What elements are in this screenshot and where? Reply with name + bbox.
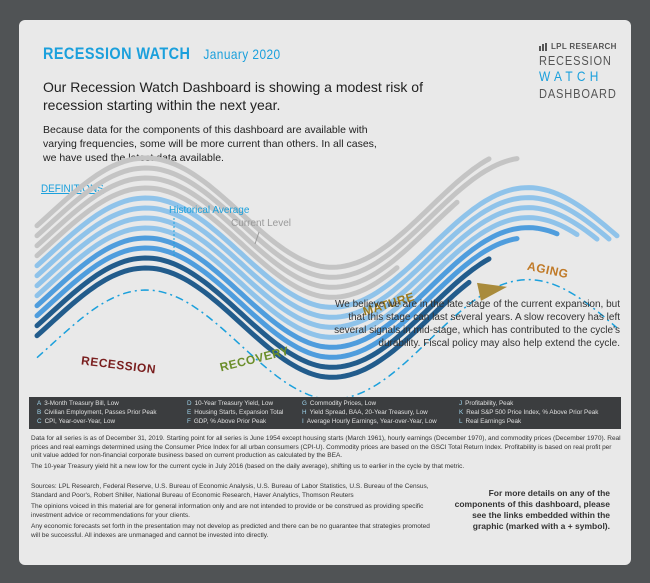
legend-label: Average Hourly Earnings, Year-over-Year,… xyxy=(306,418,437,425)
band-line xyxy=(34,185,400,300)
forecasts-note: Any economic forecasts set forth in the … xyxy=(31,523,430,539)
band-line xyxy=(34,195,612,320)
band-line xyxy=(34,185,620,310)
legend-item-i[interactable]: I Average Hourly Earnings, Year-over-Year… xyxy=(302,418,437,425)
legend-item-d[interactable]: D 10-Year Treasury Yield, Low xyxy=(187,400,273,407)
legend-label: Real S&P 500 Price Index, % Above Prior … xyxy=(466,409,599,416)
legend-key: B xyxy=(37,409,42,416)
legend-item-e[interactable]: E Housing Starts, Expansion Total xyxy=(187,409,283,416)
commentary: We believe we are in the late stage of t… xyxy=(334,299,620,349)
brand-block: LPL RESEARCH RECESSION WATCH DASHBOARD xyxy=(539,42,627,101)
legend-key: A xyxy=(37,400,42,407)
lpl-logo-icon xyxy=(539,42,547,51)
historical-average-label: Historical Average xyxy=(169,205,250,216)
dashboard-card: RECESSION WATCH January 2020 LPL RESEARC… xyxy=(19,20,631,565)
legend-key: H xyxy=(302,409,307,416)
band-line xyxy=(34,175,460,290)
legend-item-k[interactable]: K Real S&P 500 Price Index, % Above Prior… xyxy=(459,409,598,416)
legend-key: J xyxy=(459,400,463,407)
band-line xyxy=(34,225,560,350)
legend-bar: A 3-Month Treasury Bill, Low B Civilian Emp… xyxy=(29,397,621,429)
legend-item-f[interactable]: F GDP, % Above Prior Peak xyxy=(187,418,266,425)
legend-label: 10-Year Treasury Yield, Low xyxy=(194,400,274,407)
legend-key: L xyxy=(459,418,463,425)
band-line xyxy=(34,156,520,280)
brand-line1: RECESSION xyxy=(539,53,612,68)
legend-key: K xyxy=(459,409,464,416)
legend-label: Commodity Prices, Low xyxy=(309,400,377,407)
band-line xyxy=(34,255,492,370)
band-line xyxy=(34,155,492,270)
legend-item-c[interactable]: C CPI, Year-over-Year, Low xyxy=(37,418,115,425)
cycle-arrow-icon xyxy=(477,282,507,301)
legend-key: E xyxy=(187,409,192,416)
band-line xyxy=(34,265,472,380)
brand-company-label: LPL RESEARCH xyxy=(551,42,617,51)
legend-key: F xyxy=(187,418,191,425)
legend-label: Yield Spread, BAA, 20-Year Treasury, Low xyxy=(309,409,428,416)
legend-label: Profitability, Peak xyxy=(465,400,514,407)
title-date: January 2020 xyxy=(203,46,281,62)
current-level-label: Current Level xyxy=(231,218,292,229)
headline: Our Recession Watch Dashboard is showing… xyxy=(43,79,423,113)
band-line xyxy=(34,236,520,360)
legend-label: Housing Starts, Expansion Total xyxy=(194,409,284,416)
band-line xyxy=(34,215,580,340)
legend-item-h[interactable]: H Yield Spread, BAA, 20-Year Treasury, Lo… xyxy=(302,409,428,416)
band-line xyxy=(34,205,600,330)
legend-item-g[interactable]: G Commodity Prices, Low xyxy=(302,400,376,407)
legend-label: CPI, Year-over-Year, Low xyxy=(44,418,116,425)
legend-key: C xyxy=(37,418,42,425)
legend-label: Civilian Employment, Passes Prior Peak xyxy=(44,409,157,416)
legend-key: D xyxy=(187,400,192,407)
page-title: RECESSION WATCH January 2020 xyxy=(43,44,281,64)
data-note: Data for all series is as of December 31… xyxy=(31,435,621,459)
current-level-marker xyxy=(254,231,260,245)
legend-key: I xyxy=(302,418,304,425)
legend-item-j[interactable]: J Profitability, Peak xyxy=(459,400,513,407)
opinions-note: The opinions voiced in this material are… xyxy=(31,503,424,519)
treasury-note: The 10-year Treasury yield hit a new low… xyxy=(31,463,465,470)
legend-key: G xyxy=(302,400,307,407)
brand-line2: WATCH xyxy=(539,68,603,84)
cycle-wave-graphic xyxy=(34,155,620,400)
more-details-note: For more details on any of the component… xyxy=(454,488,610,531)
sources-note: Sources: LPL Research, Federal Reserve, … xyxy=(31,483,429,499)
legend-label: GDP, % Above Prior Peak xyxy=(193,418,267,425)
legend-item-a[interactable]: A 3-Month Treasury Bill, Low xyxy=(37,400,119,407)
title-main: RECESSION WATCH xyxy=(43,44,191,63)
brand-company: LPL RESEARCH xyxy=(539,42,627,51)
legend-label: Real Earnings Peak xyxy=(465,418,522,425)
legend-label: 3-Month Treasury Bill, Low xyxy=(44,400,119,407)
legend-item-b[interactable]: B Civilian Employment, Passes Prior Peak xyxy=(37,409,157,416)
brand-line3: DASHBOARD xyxy=(539,86,617,101)
legend-item-l[interactable]: L Real Earnings Peak xyxy=(459,418,521,425)
